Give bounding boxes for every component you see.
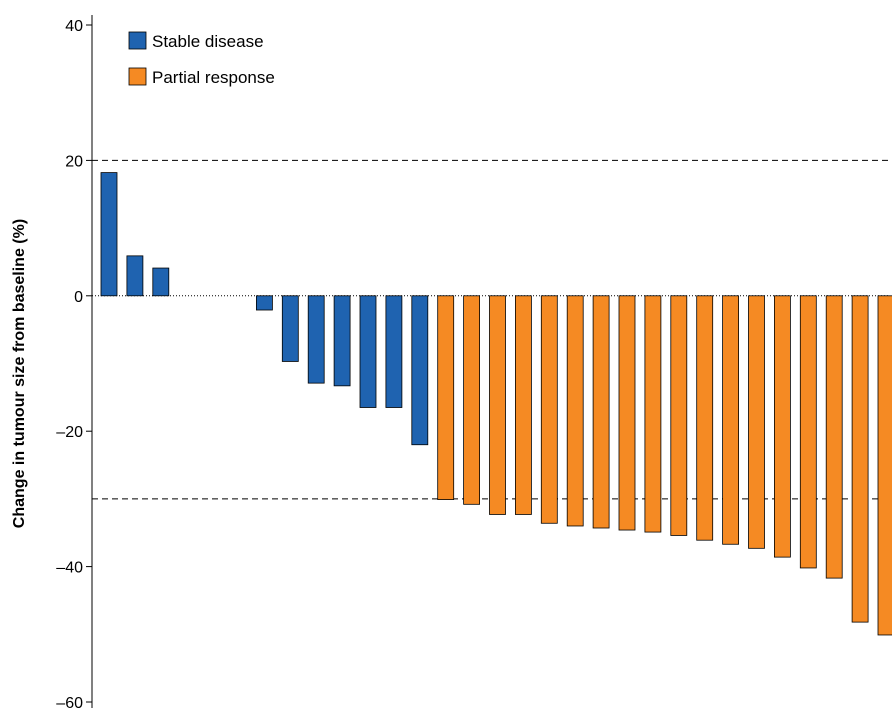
bar-partial-response [671,296,687,536]
bar-stable-disease [127,256,143,296]
y-tick-label: –40 [56,560,83,577]
y-tick-label: 20 [65,153,83,170]
bar-stable-disease [101,173,117,296]
bar-partial-response [438,296,454,500]
bars [101,173,892,635]
y-tick-label: –60 [56,695,83,710]
bar-partial-response [723,296,739,544]
bar-partial-response [619,296,635,530]
legend-swatch-partial-response [129,68,146,85]
bar-partial-response [515,296,531,515]
legend-label-stable-disease: Stable disease [152,32,264,51]
legend-label-partial-response: Partial response [152,68,275,87]
legend: Stable disease Partial response [129,32,275,87]
bar-partial-response [774,296,790,557]
y-tick-label: –20 [56,424,83,441]
bar-partial-response [697,296,713,540]
bar-partial-response [541,296,557,523]
bar-partial-response [645,296,661,532]
legend-swatch-stable-disease [129,32,146,49]
bar-stable-disease [308,296,324,383]
bar-partial-response [800,296,816,568]
y-tick-label: 40 [65,18,83,35]
bar-stable-disease [153,268,169,296]
bar-partial-response [593,296,609,528]
y-axis-title: Change in tumour size from baseline (%) [11,219,28,528]
bar-stable-disease [386,296,402,408]
y-axis: 40 20 0 –20 –40 –60 [56,15,92,710]
bar-partial-response [567,296,583,526]
bar-partial-response [878,296,892,635]
bar-stable-disease [412,296,428,445]
bar-stable-disease [360,296,376,408]
bar-partial-response [749,296,765,549]
y-tick-label: 0 [74,289,83,306]
bar-partial-response [852,296,868,622]
bar-partial-response [464,296,480,505]
bar-partial-response [826,296,842,578]
bar-stable-disease [282,296,298,362]
bar-stable-disease [256,296,272,310]
bar-stable-disease [334,296,350,386]
bar-partial-response [490,296,506,515]
